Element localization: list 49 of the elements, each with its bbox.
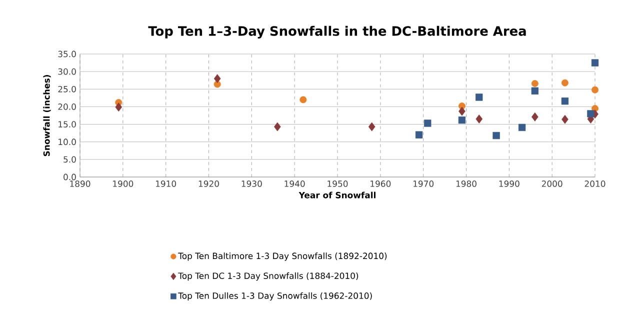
x-tick-label: 1950 xyxy=(328,180,348,187)
point xyxy=(587,110,594,118)
point xyxy=(300,96,307,104)
x-tick-label: 2000 xyxy=(542,180,562,187)
x-tick-label: 2010 xyxy=(584,180,606,187)
point xyxy=(492,132,500,140)
x-axis-title: Year of Snowfall xyxy=(298,192,376,198)
point xyxy=(561,79,568,86)
x-tick-label: 1920 xyxy=(198,180,219,187)
point xyxy=(531,87,539,94)
x-tick-label: 1900 xyxy=(113,180,134,187)
x-tick-label: 1970 xyxy=(414,180,434,187)
point xyxy=(368,122,376,132)
legend-label: Top Ten Baltimore 1-3 Day Snowfalls (1892-2010) xyxy=(178,252,387,261)
point xyxy=(415,131,423,138)
y-tick-label: 35.0 xyxy=(58,50,76,58)
point xyxy=(591,59,599,66)
y-tick-label: 15.0 xyxy=(58,121,76,128)
x-tick-label: 1890 xyxy=(70,180,90,187)
x-tick-label: 1980 xyxy=(456,180,476,187)
y-tick-label: 20.0 xyxy=(58,104,76,110)
x-tick-label: 1910 xyxy=(156,180,176,187)
point xyxy=(562,114,568,124)
y-tick-label: 25.0 xyxy=(58,86,76,92)
point xyxy=(476,94,483,101)
point xyxy=(531,80,538,88)
x-tick-label: 1960 xyxy=(370,180,391,187)
point xyxy=(214,74,221,84)
point xyxy=(561,98,569,105)
y-tick-label: 0.0 xyxy=(64,174,76,180)
point xyxy=(518,124,526,132)
point xyxy=(458,106,466,116)
y-tick-label: 10.0 xyxy=(58,138,76,146)
y-axis-title: Snowfall (inches) xyxy=(43,75,51,156)
legend-label: Top Ten Dulles 1-3 Day Snowfalls (1962-2010) xyxy=(178,292,372,301)
legend-label: Top Ten DC 1-3 Day Snowfalls (1884-2010) xyxy=(178,272,358,281)
y-tick-label: 5.0 xyxy=(64,156,76,163)
x-tick-label: 1940 xyxy=(284,180,305,187)
point xyxy=(115,102,122,112)
point xyxy=(592,86,598,94)
chart-title: Top Ten 1–3-Day Snowfalls in the DC-Baltimore Area xyxy=(148,26,526,39)
point xyxy=(476,114,483,124)
point xyxy=(274,122,281,132)
point xyxy=(532,112,538,122)
point xyxy=(424,120,432,127)
x-tick-label: 1930 xyxy=(242,180,262,187)
x-tick-label: 1990 xyxy=(499,180,520,187)
y-tick-label: 30.0 xyxy=(58,68,76,75)
point xyxy=(458,116,466,124)
